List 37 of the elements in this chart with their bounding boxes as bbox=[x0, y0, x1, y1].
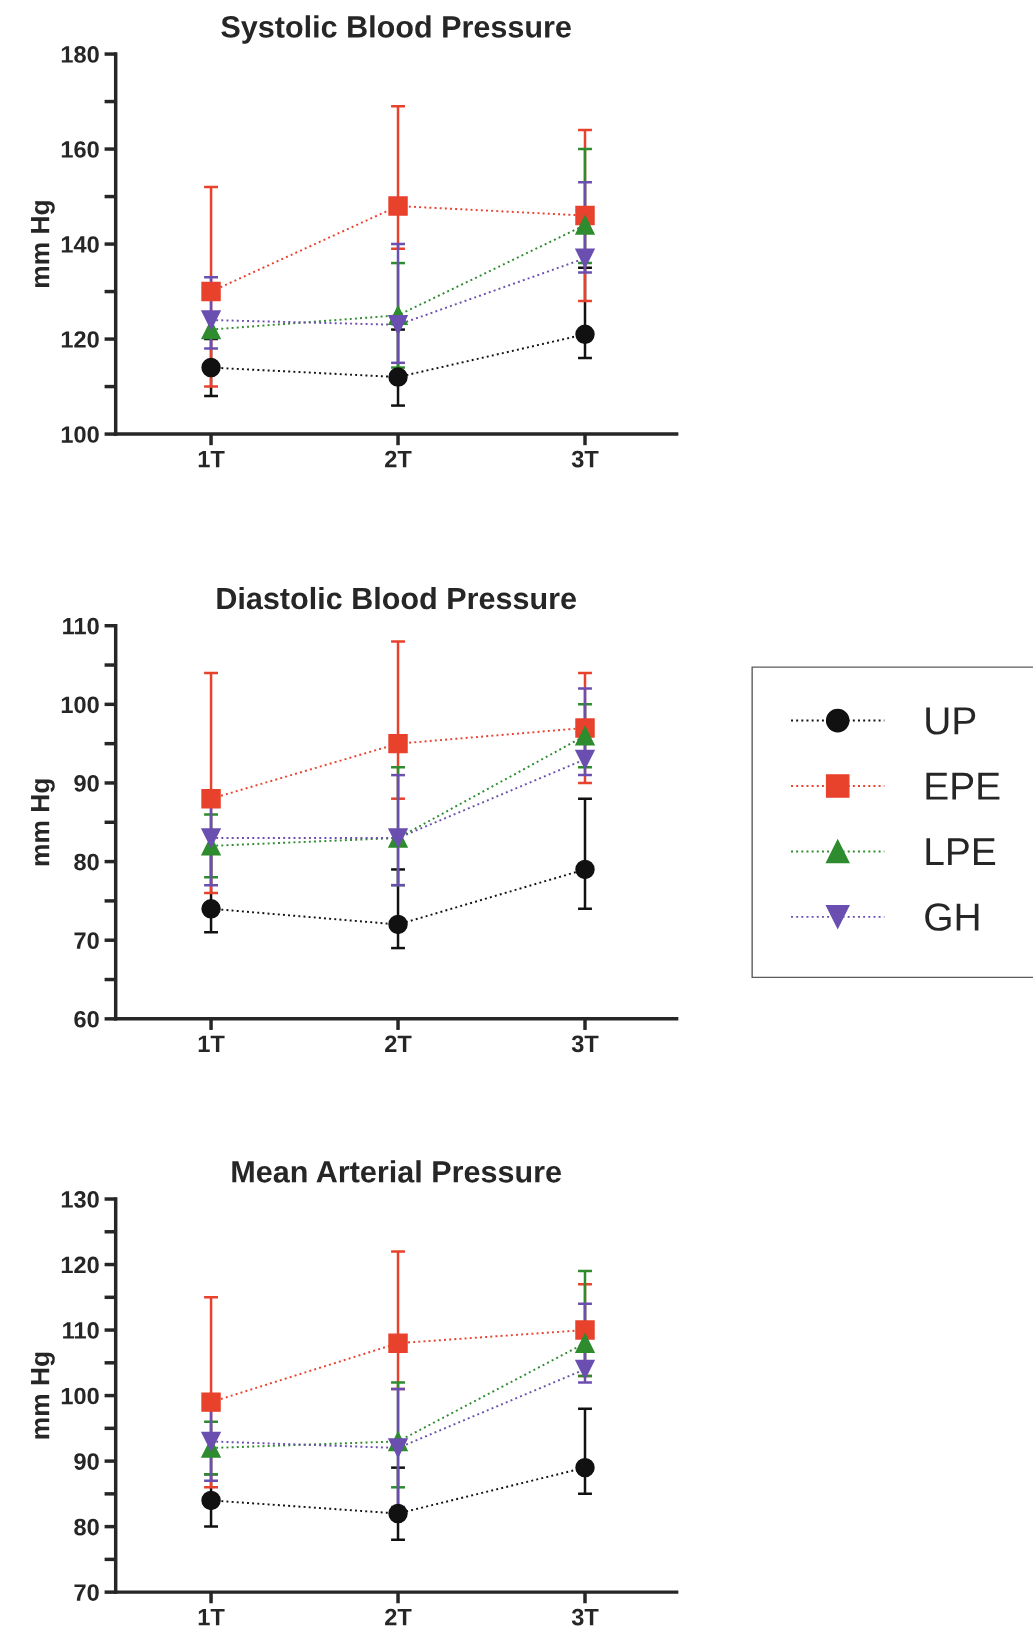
y-tick-label: 100 bbox=[61, 426, 99, 443]
y-tick-label: 180 bbox=[61, 46, 99, 63]
y-tick-label: 140 bbox=[61, 236, 99, 253]
x-tick-label: 1T bbox=[198, 1608, 225, 1626]
legend-label: LPE bbox=[926, 838, 996, 866]
legend-label: EPE bbox=[926, 772, 1000, 800]
chart-title: Diastolic Blood Pressure bbox=[217, 586, 576, 610]
y-tick-label: 130 bbox=[61, 1191, 99, 1208]
y-axis-title: mm Hg bbox=[31, 201, 55, 288]
y-tick-label: 80 bbox=[74, 1518, 99, 1536]
chart-title: Systolic Blood Pressure bbox=[221, 15, 571, 44]
x-tick-label: 3T bbox=[571, 1608, 599, 1626]
y-tick-label: 100 bbox=[61, 696, 99, 714]
x-tick-label: 2T bbox=[385, 450, 412, 468]
y-axis-title: mm Hg bbox=[31, 1352, 55, 1439]
y-tick-label: 70 bbox=[74, 1584, 99, 1601]
x-tick-label: 3T bbox=[571, 1035, 599, 1053]
y-tick-label: 60 bbox=[74, 1010, 99, 1028]
x-tick-label: 1T bbox=[198, 450, 225, 468]
y-tick-label: 110 bbox=[63, 1322, 99, 1339]
y-tick-label: 110 bbox=[63, 617, 99, 635]
y-axis-title: mm Hg bbox=[31, 779, 55, 866]
y-tick-label: 120 bbox=[61, 331, 99, 348]
y-tick-label: 160 bbox=[61, 141, 99, 158]
chart-title: Mean Arterial Pressure bbox=[232, 1160, 561, 1183]
y-tick-label: 90 bbox=[74, 1453, 99, 1470]
y-tick-label: 100 bbox=[61, 1387, 99, 1405]
y-tick-label: 90 bbox=[74, 775, 99, 792]
legend-label: GH bbox=[925, 903, 979, 931]
y-tick-label: 120 bbox=[61, 1256, 99, 1274]
y-tick-label: 80 bbox=[74, 853, 99, 871]
x-tick-label: 3T bbox=[571, 450, 599, 468]
x-tick-label: 2T bbox=[385, 1035, 412, 1052]
x-tick-label: 2T bbox=[385, 1608, 412, 1626]
y-tick-label: 70 bbox=[74, 932, 99, 949]
x-tick-label: 1T bbox=[198, 1035, 225, 1052]
legend-label: UP bbox=[926, 707, 976, 735]
